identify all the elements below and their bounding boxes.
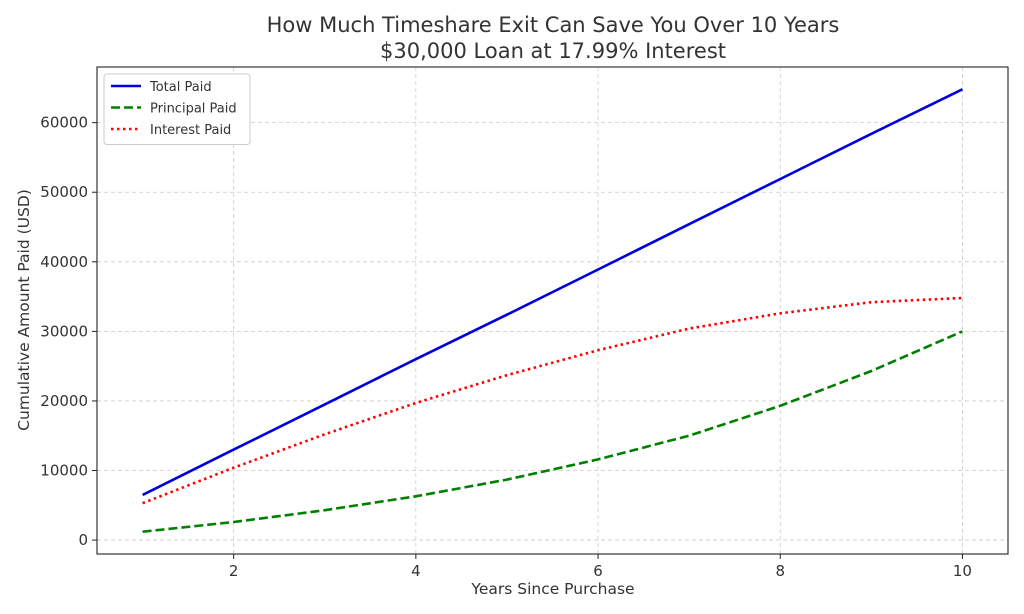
y-tick-label: 50000	[40, 183, 88, 201]
y-axis-label: Cumulative Amount Paid (USD)	[15, 189, 33, 431]
legend-label: Principal Paid	[150, 102, 237, 117]
plot-frame	[96, 66, 1009, 555]
x-axis-label: Years Since Purchase	[470, 580, 634, 598]
x-tick-label: 6	[593, 562, 603, 580]
x-tick-label: 4	[411, 562, 421, 580]
x-tick-label: 8	[775, 562, 785, 580]
y-tick-label: 20000	[40, 392, 88, 410]
x-tick-label: 2	[229, 562, 239, 580]
legend: Total Paid Principal Paid Interest Paid	[103, 73, 251, 145]
series-line-principal-paid	[142, 330, 963, 533]
tick-labels: 2 4 6 8 10 0 10000 20000 30000 40000 50000 60000	[40, 114, 972, 580]
chart-subtitle: $30,000 Loan at 17.99% Interest	[380, 39, 726, 63]
series-lines	[142, 88, 963, 533]
series-line-interest-paid	[142, 296, 963, 505]
chart-title: How Much Timeshare Exit Can Save You Ove…	[267, 13, 840, 37]
legend-label: Interest Paid	[150, 123, 231, 138]
y-tick-label: 30000	[40, 322, 88, 340]
y-tick-label: 40000	[40, 253, 88, 271]
legend-box	[103, 73, 251, 145]
series-line-total-paid	[142, 88, 963, 497]
y-tick-label: 10000	[40, 462, 88, 480]
y-tick-label: 60000	[40, 114, 88, 132]
legend-label: Total Paid	[149, 80, 212, 95]
axes	[92, 66, 1009, 559]
grid	[97, 67, 1008, 554]
x-tick-label: 10	[953, 562, 972, 580]
y-tick-label: 0	[78, 531, 88, 549]
